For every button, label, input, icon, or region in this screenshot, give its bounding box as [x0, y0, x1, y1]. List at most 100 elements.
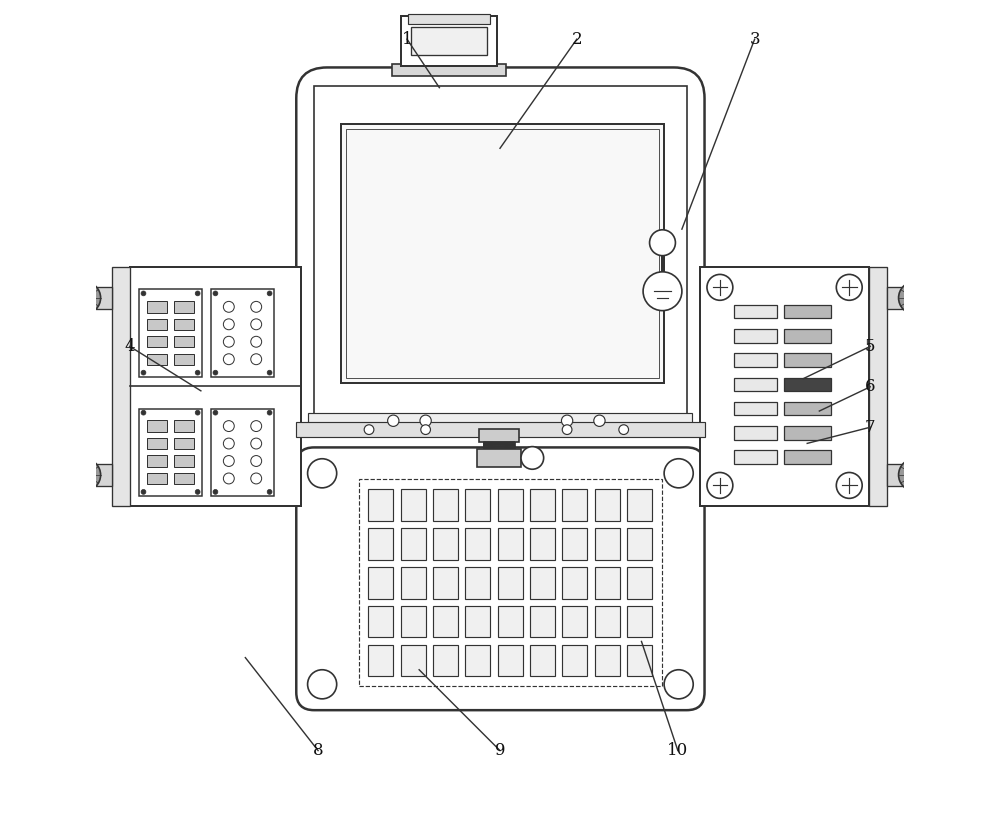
Bar [498, 489, 523, 521]
Circle shape [213, 291, 218, 295]
Bar [734, 353, 777, 367]
Circle shape [223, 301, 234, 313]
Circle shape [141, 489, 146, 494]
Circle shape [223, 336, 234, 348]
Bar [314, 86, 687, 415]
Bar [211, 289, 274, 377]
Text: 8: 8 [313, 742, 323, 759]
Bar [401, 489, 426, 521]
Circle shape [141, 291, 146, 295]
Bar [530, 606, 555, 637]
Bar [562, 645, 587, 676]
FancyBboxPatch shape [296, 448, 705, 710]
Bar [734, 427, 777, 440]
Bar [433, 606, 458, 637]
Bar [139, 289, 202, 377]
Bar [734, 305, 777, 318]
Bar [174, 420, 194, 431]
Circle shape [141, 370, 146, 375]
Bar [784, 427, 831, 440]
Circle shape [308, 459, 337, 488]
Circle shape [664, 670, 693, 699]
Circle shape [267, 291, 272, 295]
Text: 2: 2 [571, 31, 582, 48]
Bar [174, 473, 194, 484]
Bar [498, 606, 523, 637]
Bar [484, 442, 515, 449]
Bar [595, 567, 620, 598]
Bar [359, 479, 662, 686]
Bar [112, 267, 130, 505]
Text: 10: 10 [667, 742, 688, 759]
Bar [368, 606, 393, 637]
Bar [147, 420, 167, 431]
Circle shape [213, 410, 218, 415]
Bar [465, 489, 490, 521]
Bar [869, 267, 887, 505]
Bar [401, 567, 426, 598]
Bar [562, 489, 587, 521]
Bar [139, 409, 202, 496]
Circle shape [650, 230, 675, 256]
Bar [147, 473, 167, 484]
Bar [174, 353, 194, 365]
Bar [595, 606, 620, 637]
Text: 6: 6 [865, 379, 876, 396]
Bar [96, 287, 112, 309]
Circle shape [643, 272, 682, 311]
Circle shape [561, 415, 573, 427]
Bar [627, 606, 652, 637]
Circle shape [521, 447, 544, 469]
Bar [147, 318, 167, 330]
Bar [401, 15, 497, 66]
Circle shape [223, 421, 234, 431]
Bar [174, 455, 194, 466]
Circle shape [899, 459, 931, 491]
Bar [627, 528, 652, 560]
Circle shape [664, 459, 693, 488]
Bar [147, 353, 167, 365]
Circle shape [420, 415, 431, 427]
Circle shape [267, 489, 272, 494]
Bar [401, 606, 426, 637]
Circle shape [707, 274, 733, 300]
Bar [595, 489, 620, 521]
Bar [465, 606, 490, 637]
Bar [392, 64, 506, 76]
Circle shape [899, 282, 931, 314]
Bar [211, 409, 274, 496]
Bar [341, 124, 664, 383]
Bar [401, 645, 426, 676]
Circle shape [223, 438, 234, 449]
Circle shape [195, 410, 200, 415]
Bar [174, 438, 194, 449]
Circle shape [223, 473, 234, 484]
Circle shape [251, 301, 262, 313]
Bar [465, 567, 490, 598]
Bar [627, 489, 652, 521]
Bar [465, 645, 490, 676]
Circle shape [421, 425, 430, 435]
Circle shape [251, 456, 262, 466]
Bar [595, 645, 620, 676]
Bar [784, 353, 831, 367]
Circle shape [267, 410, 272, 415]
Bar [734, 402, 777, 415]
Bar [465, 528, 490, 560]
Bar [477, 449, 521, 466]
Circle shape [251, 473, 262, 484]
Bar [433, 567, 458, 598]
Circle shape [223, 456, 234, 466]
Circle shape [195, 489, 200, 494]
Bar [784, 450, 831, 464]
Bar [784, 378, 831, 391]
Circle shape [836, 472, 862, 498]
Bar [368, 489, 393, 521]
Bar [530, 645, 555, 676]
Text: 1: 1 [402, 31, 412, 48]
Circle shape [388, 415, 399, 427]
Bar [479, 429, 519, 442]
Text: 5: 5 [865, 338, 876, 355]
Bar [734, 450, 777, 464]
Circle shape [251, 438, 262, 449]
